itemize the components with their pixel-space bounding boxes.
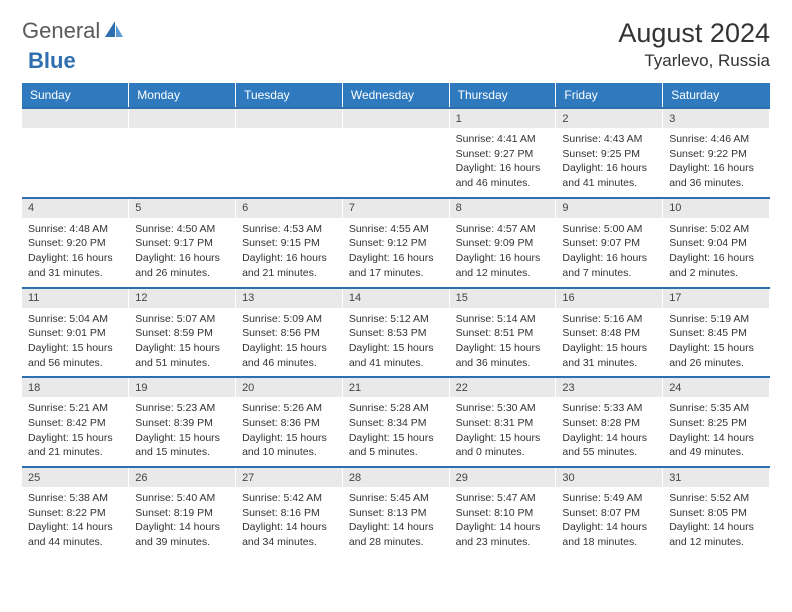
- calendar-table: SundayMondayTuesdayWednesdayThursdayFrid…: [22, 83, 770, 556]
- day-number-cell: 23: [556, 377, 663, 397]
- day-info-cell: Sunrise: 4:55 AMSunset: 9:12 PMDaylight:…: [342, 218, 449, 288]
- day-info-cell: Sunrise: 5:42 AMSunset: 8:16 PMDaylight:…: [236, 487, 343, 556]
- day-info-cell: Sunrise: 5:33 AMSunset: 8:28 PMDaylight:…: [556, 397, 663, 467]
- day-number-cell: 18: [22, 377, 129, 397]
- week-info-row: Sunrise: 4:41 AMSunset: 9:27 PMDaylight:…: [22, 128, 770, 198]
- day-number-cell: 3: [663, 108, 770, 128]
- week-info-row: Sunrise: 5:04 AMSunset: 9:01 PMDaylight:…: [22, 308, 770, 378]
- day-number-cell: 21: [342, 377, 449, 397]
- day-info-cell: Sunrise: 5:30 AMSunset: 8:31 PMDaylight:…: [449, 397, 556, 467]
- day-info-cell: Sunrise: 5:07 AMSunset: 8:59 PMDaylight:…: [129, 308, 236, 378]
- day-header: Tuesday: [236, 83, 343, 108]
- title-block: August 2024 Tyarlevo, Russia: [618, 18, 770, 71]
- day-info-cell: Sunrise: 5:16 AMSunset: 8:48 PMDaylight:…: [556, 308, 663, 378]
- day-number-cell: 27: [236, 467, 343, 487]
- day-info-cell: Sunrise: 5:40 AMSunset: 8:19 PMDaylight:…: [129, 487, 236, 556]
- calendar-body: 123Sunrise: 4:41 AMSunset: 9:27 PMDaylig…: [22, 108, 770, 556]
- day-info-cell: Sunrise: 5:35 AMSunset: 8:25 PMDaylight:…: [663, 397, 770, 467]
- day-number-cell: 7: [342, 198, 449, 218]
- logo: General: [22, 18, 126, 44]
- day-info-cell: [129, 128, 236, 198]
- day-number-cell: 16: [556, 288, 663, 308]
- day-number-cell: 22: [449, 377, 556, 397]
- day-info-cell: Sunrise: 5:26 AMSunset: 8:36 PMDaylight:…: [236, 397, 343, 467]
- day-info-cell: Sunrise: 5:21 AMSunset: 8:42 PMDaylight:…: [22, 397, 129, 467]
- day-info-cell: Sunrise: 5:12 AMSunset: 8:53 PMDaylight:…: [342, 308, 449, 378]
- day-number-cell: 12: [129, 288, 236, 308]
- day-number-cell: 24: [663, 377, 770, 397]
- day-info-cell: Sunrise: 5:28 AMSunset: 8:34 PMDaylight:…: [342, 397, 449, 467]
- title-month: August 2024: [618, 18, 770, 49]
- day-number-cell: 11: [22, 288, 129, 308]
- day-number-cell: 31: [663, 467, 770, 487]
- day-number-cell: 30: [556, 467, 663, 487]
- week-number-row: 18192021222324: [22, 377, 770, 397]
- day-info-cell: Sunrise: 4:43 AMSunset: 9:25 PMDaylight:…: [556, 128, 663, 198]
- day-header: Friday: [556, 83, 663, 108]
- day-number-cell: 17: [663, 288, 770, 308]
- day-number-cell: 4: [22, 198, 129, 218]
- header: General August 2024 Tyarlevo, Russia: [22, 18, 770, 71]
- day-number-cell: 26: [129, 467, 236, 487]
- day-number-cell: 25: [22, 467, 129, 487]
- day-number-cell: 2: [556, 108, 663, 128]
- day-info-cell: Sunrise: 5:52 AMSunset: 8:05 PMDaylight:…: [663, 487, 770, 556]
- day-number-cell: 28: [342, 467, 449, 487]
- day-info-cell: Sunrise: 4:48 AMSunset: 9:20 PMDaylight:…: [22, 218, 129, 288]
- day-info-cell: Sunrise: 4:50 AMSunset: 9:17 PMDaylight:…: [129, 218, 236, 288]
- day-number-cell: 20: [236, 377, 343, 397]
- day-number-cell: 14: [342, 288, 449, 308]
- day-info-cell: [342, 128, 449, 198]
- day-info-cell: Sunrise: 5:04 AMSunset: 9:01 PMDaylight:…: [22, 308, 129, 378]
- day-header: Saturday: [663, 83, 770, 108]
- title-location: Tyarlevo, Russia: [618, 51, 770, 71]
- day-number-cell: [342, 108, 449, 128]
- day-number-cell: 5: [129, 198, 236, 218]
- day-number-cell: [236, 108, 343, 128]
- day-number-cell: 29: [449, 467, 556, 487]
- day-info-cell: Sunrise: 5:47 AMSunset: 8:10 PMDaylight:…: [449, 487, 556, 556]
- day-info-cell: Sunrise: 5:14 AMSunset: 8:51 PMDaylight:…: [449, 308, 556, 378]
- day-number-cell: 8: [449, 198, 556, 218]
- day-info-cell: Sunrise: 4:46 AMSunset: 9:22 PMDaylight:…: [663, 128, 770, 198]
- day-number-cell: [129, 108, 236, 128]
- day-info-cell: Sunrise: 5:49 AMSunset: 8:07 PMDaylight:…: [556, 487, 663, 556]
- week-number-row: 11121314151617: [22, 288, 770, 308]
- day-info-cell: Sunrise: 5:09 AMSunset: 8:56 PMDaylight:…: [236, 308, 343, 378]
- day-header: Thursday: [449, 83, 556, 108]
- day-number-cell: 1: [449, 108, 556, 128]
- day-number-cell: 15: [449, 288, 556, 308]
- day-number-cell: 9: [556, 198, 663, 218]
- day-number-cell: 19: [129, 377, 236, 397]
- day-info-cell: Sunrise: 5:23 AMSunset: 8:39 PMDaylight:…: [129, 397, 236, 467]
- day-info-cell: [22, 128, 129, 198]
- day-info-cell: Sunrise: 5:00 AMSunset: 9:07 PMDaylight:…: [556, 218, 663, 288]
- logo-text-1: General: [22, 18, 100, 44]
- week-number-row: 123: [22, 108, 770, 128]
- week-number-row: 45678910: [22, 198, 770, 218]
- week-number-row: 25262728293031: [22, 467, 770, 487]
- day-info-cell: Sunrise: 5:02 AMSunset: 9:04 PMDaylight:…: [663, 218, 770, 288]
- week-info-row: Sunrise: 5:21 AMSunset: 8:42 PMDaylight:…: [22, 397, 770, 467]
- day-info-cell: [236, 128, 343, 198]
- day-header: Monday: [129, 83, 236, 108]
- day-number-cell: 6: [236, 198, 343, 218]
- day-info-cell: Sunrise: 4:57 AMSunset: 9:09 PMDaylight:…: [449, 218, 556, 288]
- logo-text-2: Blue: [28, 48, 76, 74]
- week-info-row: Sunrise: 4:48 AMSunset: 9:20 PMDaylight:…: [22, 218, 770, 288]
- day-number-cell: 10: [663, 198, 770, 218]
- day-header: Sunday: [22, 83, 129, 108]
- week-info-row: Sunrise: 5:38 AMSunset: 8:22 PMDaylight:…: [22, 487, 770, 556]
- calendar-head: SundayMondayTuesdayWednesdayThursdayFrid…: [22, 83, 770, 108]
- day-info-cell: Sunrise: 5:45 AMSunset: 8:13 PMDaylight:…: [342, 487, 449, 556]
- day-info-cell: Sunrise: 5:38 AMSunset: 8:22 PMDaylight:…: [22, 487, 129, 556]
- day-number-cell: 13: [236, 288, 343, 308]
- day-info-cell: Sunrise: 4:41 AMSunset: 9:27 PMDaylight:…: [449, 128, 556, 198]
- sail-icon: [104, 18, 124, 44]
- day-number-cell: [22, 108, 129, 128]
- day-info-cell: Sunrise: 4:53 AMSunset: 9:15 PMDaylight:…: [236, 218, 343, 288]
- day-header: Wednesday: [342, 83, 449, 108]
- day-info-cell: Sunrise: 5:19 AMSunset: 8:45 PMDaylight:…: [663, 308, 770, 378]
